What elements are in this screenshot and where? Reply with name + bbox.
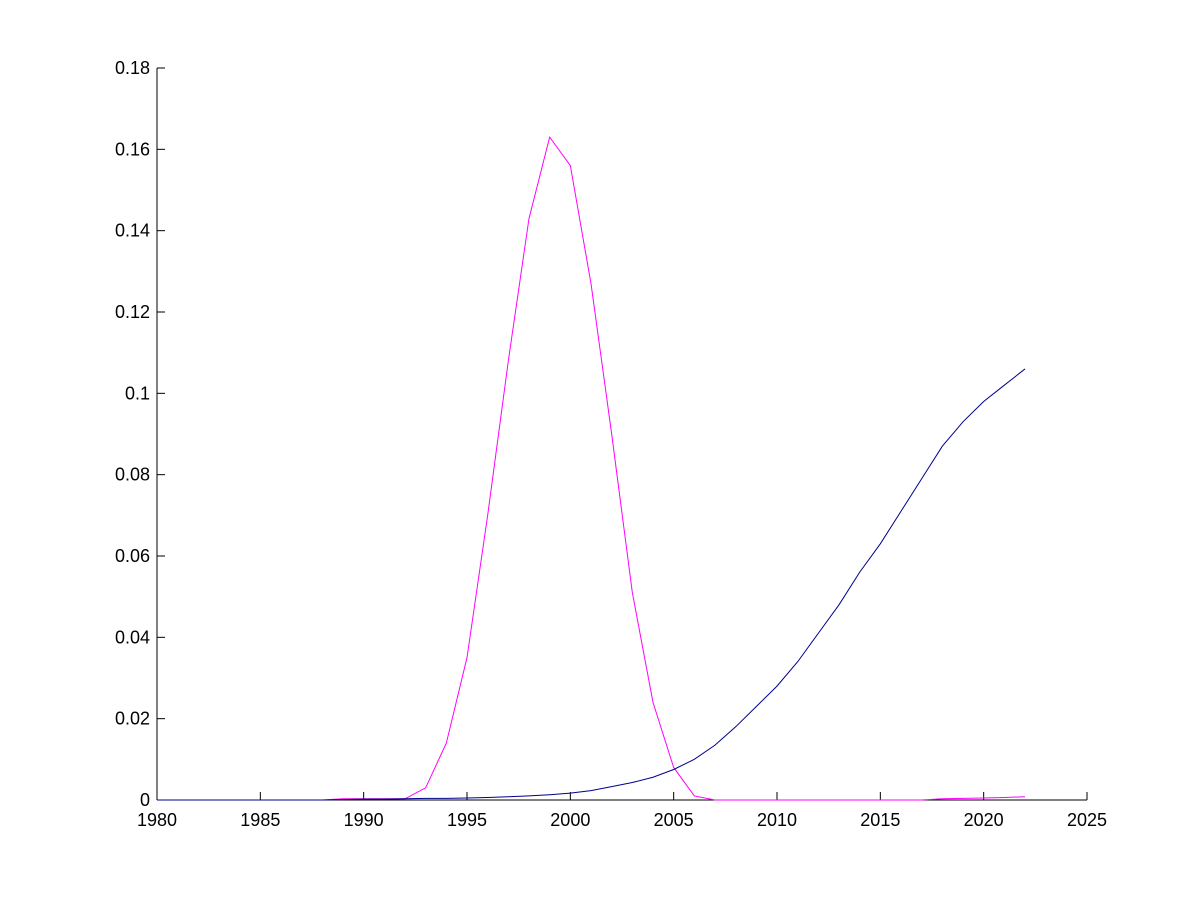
x-tick-label: 2000 — [550, 810, 590, 830]
x-tick-label: 2025 — [1067, 810, 1107, 830]
y-tick-label: 0.08 — [115, 465, 150, 485]
x-tick-label: 1980 — [137, 810, 177, 830]
y-tick-label: 0.12 — [115, 302, 150, 322]
y-tick-label: 0.18 — [115, 58, 150, 78]
x-tick-label: 1995 — [447, 810, 487, 830]
y-tick-label: 0.16 — [115, 139, 150, 159]
y-tick-label: 0.06 — [115, 546, 150, 566]
x-tick-label: 2005 — [654, 810, 694, 830]
y-tick-label: 0 — [140, 790, 150, 810]
y-tick-label: 0.14 — [115, 221, 150, 241]
series-line — [157, 368, 1026, 801]
x-tick-label: 1985 — [240, 810, 280, 830]
x-tick-label: 1990 — [344, 810, 384, 830]
y-tick-label: 0.1 — [125, 383, 150, 403]
y-tick-label: 0.04 — [115, 627, 150, 647]
y-tick-label: 0.02 — [115, 709, 150, 729]
x-tick-label: 2010 — [757, 810, 797, 830]
x-tick-label: 2015 — [860, 810, 900, 830]
x-tick-label: 2020 — [964, 810, 1004, 830]
